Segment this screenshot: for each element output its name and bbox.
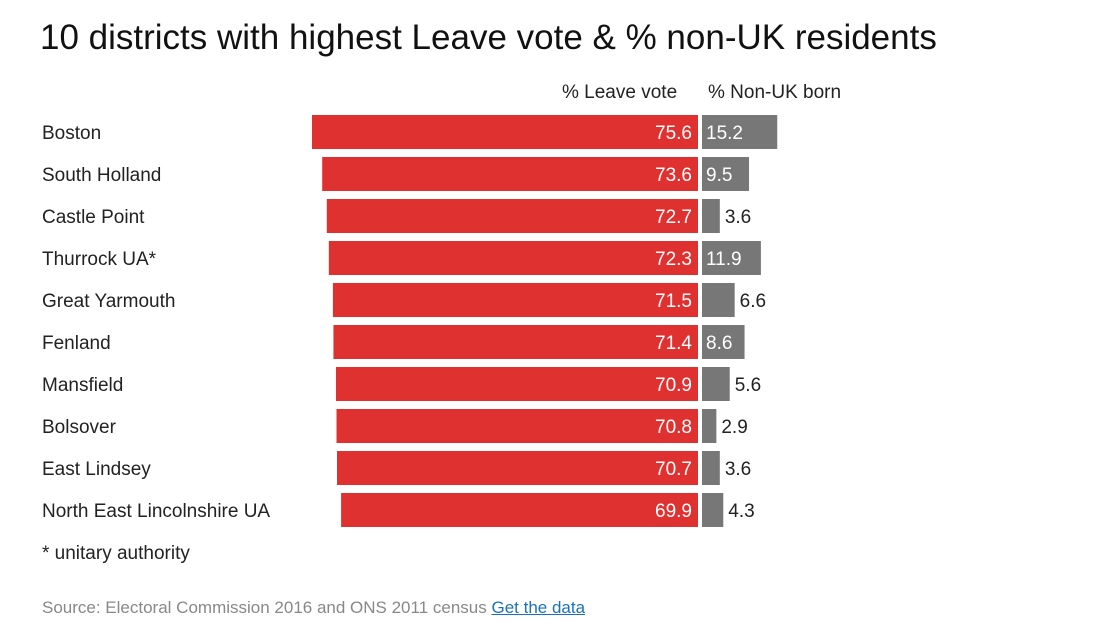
leave-value-label: 71.4 bbox=[655, 333, 692, 354]
leave-bar bbox=[341, 493, 698, 527]
non-uk-value-label: 5.6 bbox=[735, 375, 761, 396]
non-uk-bar bbox=[702, 325, 745, 359]
non-uk-born-header: % Non-UK born bbox=[708, 82, 842, 103]
leave-value-label: 72.7 bbox=[655, 207, 692, 228]
leave-bar bbox=[335, 367, 698, 401]
leave-value-label: 71.5 bbox=[655, 291, 692, 312]
non-uk-value-label: 15.2 bbox=[706, 123, 743, 144]
non-uk-value-label: 11.9 bbox=[706, 249, 742, 270]
leave-value-label: 70.8 bbox=[655, 417, 692, 438]
leave-bar bbox=[322, 157, 698, 191]
category-label: Bolsover bbox=[42, 417, 117, 438]
non-uk-value-label: 9.5 bbox=[706, 165, 732, 186]
category-label: Boston bbox=[42, 123, 101, 144]
leave-value-label: 75.6 bbox=[655, 123, 692, 144]
non-uk-bar bbox=[702, 409, 717, 443]
non-uk-bar bbox=[702, 493, 724, 527]
non-uk-bar bbox=[702, 283, 735, 317]
leave-bar bbox=[333, 325, 698, 359]
get-the-data-link[interactable]: Get the data bbox=[491, 598, 586, 617]
leave-bar bbox=[332, 283, 698, 317]
footnote: * unitary authority bbox=[42, 543, 190, 564]
category-label: Mansfield bbox=[42, 375, 123, 396]
leave-bar bbox=[328, 241, 698, 275]
non-uk-bar bbox=[702, 451, 720, 485]
leave-value-label: 70.9 bbox=[655, 375, 692, 396]
non-uk-bar bbox=[702, 115, 778, 149]
non-uk-value-label: 2.9 bbox=[721, 417, 747, 438]
leave-value-label: 72.3 bbox=[655, 249, 692, 270]
leave-value-label: 70.7 bbox=[655, 459, 692, 480]
category-label: Castle Point bbox=[42, 207, 145, 228]
chart-title: 10 districts with highest Leave vote & %… bbox=[40, 18, 937, 57]
source-text: Source: Electoral Commission 2016 and ON… bbox=[42, 598, 487, 617]
non-uk-value-label: 6.6 bbox=[740, 291, 766, 312]
category-label: East Lindsey bbox=[42, 459, 151, 480]
leave-value-label: 69.9 bbox=[655, 501, 692, 522]
leave-bar bbox=[326, 199, 698, 233]
non-uk-bar bbox=[702, 367, 730, 401]
category-label: South Holland bbox=[42, 165, 161, 186]
leave-bar bbox=[311, 115, 698, 149]
non-uk-value-label: 8.6 bbox=[706, 333, 732, 354]
source-line: Source: Electoral Commission 2016 and ON… bbox=[42, 598, 585, 618]
leave-value-label: 73.6 bbox=[655, 165, 692, 186]
category-label: North East Lincolnshire UA bbox=[42, 501, 270, 522]
category-label: Fenland bbox=[42, 333, 111, 354]
category-label: Great Yarmouth bbox=[42, 291, 175, 312]
non-uk-bar bbox=[702, 157, 750, 191]
non-uk-value-label: 3.6 bbox=[725, 459, 751, 480]
leave-bar bbox=[337, 451, 698, 485]
leave-bar bbox=[336, 409, 698, 443]
category-label: Thurrock UA* bbox=[42, 249, 157, 270]
leave-vote-header: % Leave vote bbox=[562, 82, 678, 103]
non-uk-bar bbox=[702, 199, 720, 233]
non-uk-bar bbox=[702, 241, 761, 275]
non-uk-value-label: 4.3 bbox=[728, 501, 754, 522]
non-uk-value-label: 3.6 bbox=[725, 207, 751, 228]
